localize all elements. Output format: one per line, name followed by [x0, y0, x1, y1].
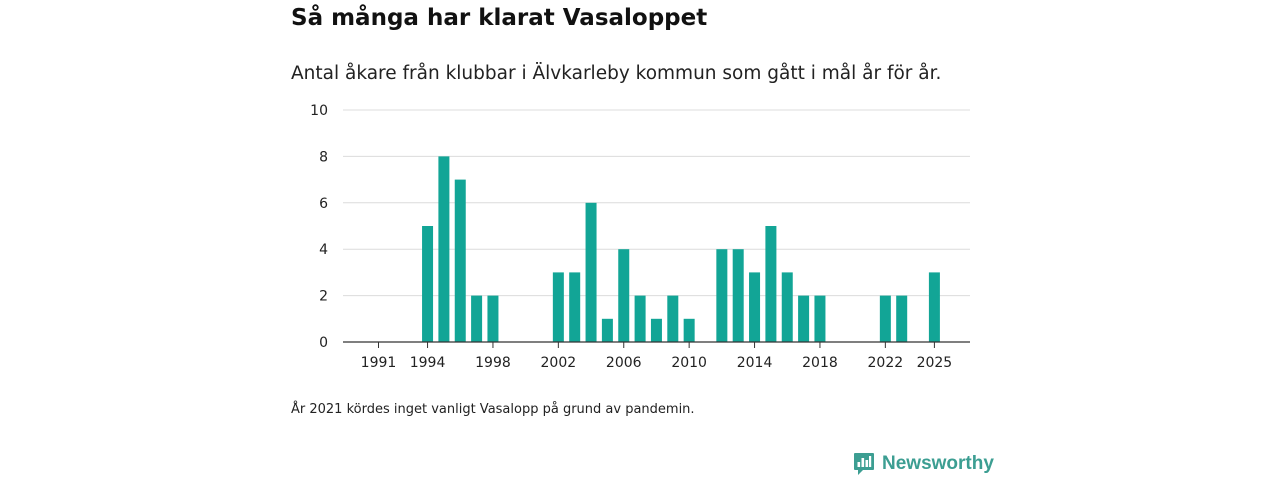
bar-2025 [928, 272, 940, 342]
bar-2018 [814, 295, 826, 342]
x-tick-label: 1991 [361, 355, 397, 371]
chart-title: Så många har klarat Vasaloppet [291, 5, 708, 31]
y-tick-label: 2 [319, 289, 328, 305]
bar-2007 [634, 295, 646, 342]
x-tick-label: 2010 [671, 355, 707, 371]
x-tick-label: 2022 [868, 355, 904, 371]
bar-1998 [487, 295, 499, 342]
y-tick-label: 10 [310, 103, 328, 119]
bar-2017 [798, 295, 810, 342]
y-tick-label: 0 [319, 335, 328, 351]
y-tick-label: 4 [319, 242, 328, 258]
bar-2015 [765, 226, 777, 342]
bar-2013 [732, 249, 744, 342]
bar-2022 [879, 295, 891, 342]
x-tick-label: 2018 [802, 355, 838, 371]
bar-2004 [585, 202, 597, 342]
bar-1997 [471, 295, 483, 342]
x-tick-label: 1994 [410, 355, 446, 371]
x-tick-label: 2002 [541, 355, 577, 371]
newsworthy-brand: Newsworthy [853, 452, 994, 476]
newsworthy-logo-icon [854, 453, 874, 475]
chart-subtitle: Antal åkare från klubbar i Älvkarleby ko… [291, 63, 942, 84]
bar-2008 [650, 318, 662, 342]
bar-2009 [667, 295, 679, 342]
bar-2006 [618, 249, 630, 342]
bar-2023 [896, 295, 908, 342]
x-tick-label: 2025 [917, 355, 953, 371]
bar-2012 [716, 249, 728, 342]
brand-name: Newsworthy [882, 453, 994, 474]
bar-2014 [749, 272, 761, 342]
x-tick-label: 2014 [737, 355, 773, 371]
bar-1995 [438, 156, 450, 342]
y-tick-label: 8 [319, 149, 328, 165]
bar-1996 [454, 179, 466, 342]
y-tick-label: 6 [319, 196, 328, 212]
bar-2002 [552, 272, 564, 342]
bar-2016 [781, 272, 793, 342]
chart-footnote: År 2021 kördes inget vanligt Vasalopp på… [291, 402, 695, 417]
x-tick-label: 1998 [475, 355, 511, 371]
bar-1994 [422, 226, 434, 342]
bar-2010 [683, 318, 695, 342]
bar-2003 [569, 272, 581, 342]
bar-2005 [601, 318, 613, 342]
x-tick-label: 2006 [606, 355, 642, 371]
